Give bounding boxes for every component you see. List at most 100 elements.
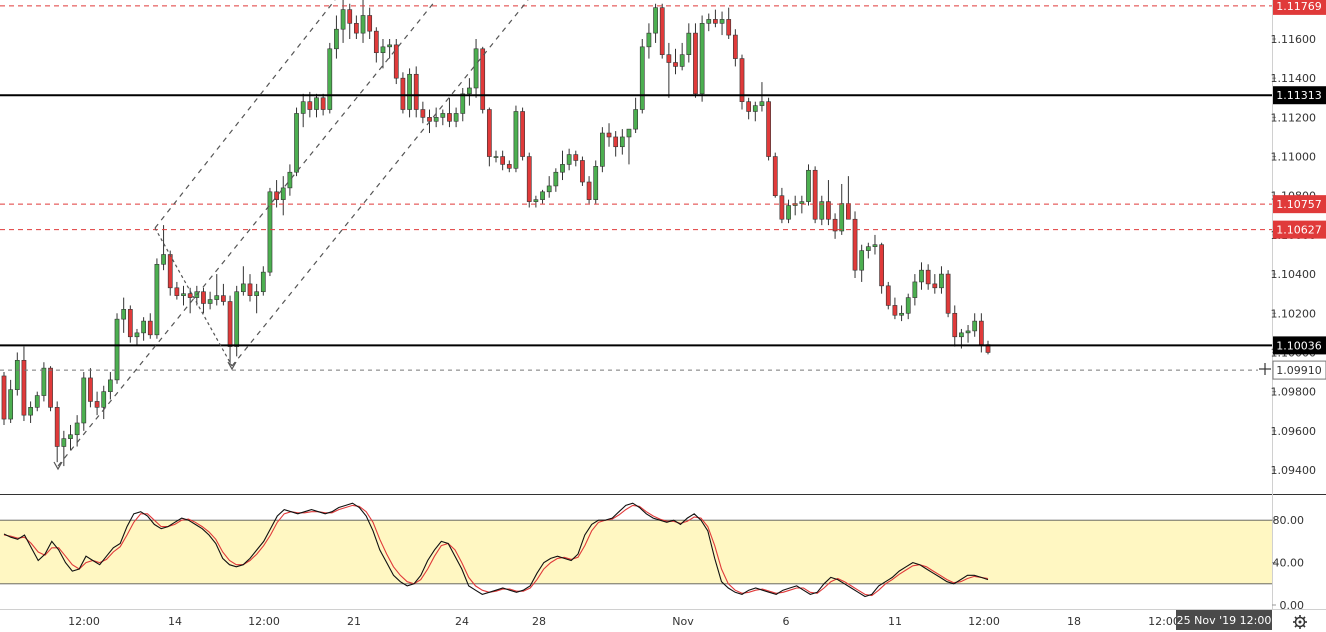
- candle[interactable]: [972, 313, 978, 337]
- candle[interactable]: [48, 366, 53, 412]
- candle[interactable]: [134, 328, 140, 345]
- candle[interactable]: [340, 0, 346, 43]
- candle[interactable]: [812, 166, 818, 224]
- candle[interactable]: [174, 281, 180, 300]
- candle[interactable]: [486, 107, 492, 167]
- candle[interactable]: [334, 15, 339, 59]
- candle[interactable]: [925, 264, 931, 290]
- candle[interactable]: [480, 46, 486, 114]
- candle[interactable]: [214, 274, 220, 306]
- candle[interactable]: [520, 107, 525, 161]
- candle[interactable]: [240, 266, 246, 296]
- candle[interactable]: [413, 66, 419, 118]
- candle[interactable]: [274, 180, 279, 208]
- candle[interactable]: [865, 242, 871, 259]
- candle[interactable]: [905, 293, 911, 320]
- candle[interactable]: [526, 152, 532, 208]
- candle[interactable]: [846, 176, 851, 220]
- candle[interactable]: [433, 107, 439, 128]
- candle[interactable]: [453, 107, 459, 128]
- candle[interactable]: [693, 23, 698, 98]
- candle[interactable]: [327, 42, 333, 114]
- candle[interactable]: [347, 3, 353, 39]
- candle[interactable]: [280, 176, 286, 216]
- candle[interactable]: [500, 150, 506, 171]
- candle[interactable]: [606, 123, 612, 147]
- candle[interactable]: [147, 313, 153, 339]
- price-pane[interactable]: [0, 0, 1272, 471]
- candle[interactable]: [400, 72, 406, 114]
- candle[interactable]: [108, 372, 113, 400]
- candle[interactable]: [580, 156, 585, 186]
- candle[interactable]: [978, 313, 984, 353]
- candle[interactable]: [600, 127, 605, 173]
- candle[interactable]: [786, 199, 791, 224]
- candle[interactable]: [819, 195, 825, 226]
- candle[interactable]: [899, 305, 904, 322]
- channel-line[interactable]: [154, 0, 336, 229]
- candle[interactable]: [360, 0, 366, 43]
- price-axis[interactable]: 1.116001.114001.112001.110001.108001.106…: [1271, 0, 1326, 477]
- candle[interactable]: [407, 68, 412, 118]
- candle[interactable]: [314, 93, 319, 118]
- candle[interactable]: [260, 266, 266, 296]
- candle[interactable]: [759, 82, 765, 112]
- candle[interactable]: [939, 266, 944, 294]
- candle[interactable]: [673, 48, 678, 75]
- candle[interactable]: [832, 213, 838, 239]
- candle[interactable]: [473, 39, 479, 98]
- candle[interactable]: [792, 195, 798, 216]
- time-axis[interactable]: 12:00 14 12:00 21 24 28 Nov 6 11 12:00 18 12:00: [68, 615, 1180, 628]
- candle[interactable]: [985, 340, 991, 355]
- candle[interactable]: [167, 250, 173, 296]
- candle[interactable]: [639, 39, 645, 114]
- candle[interactable]: [919, 262, 924, 290]
- candle[interactable]: [653, 3, 658, 43]
- candle[interactable]: [839, 183, 845, 235]
- candle[interactable]: [613, 131, 619, 157]
- candle[interactable]: [719, 11, 725, 36]
- candle[interactable]: [679, 42, 685, 71]
- candle[interactable]: [732, 29, 738, 67]
- candle[interactable]: [912, 274, 918, 306]
- candle[interactable]: [540, 189, 545, 204]
- candle[interactable]: [68, 424, 73, 451]
- candle[interactable]: [121, 297, 127, 333]
- candle[interactable]: [287, 164, 293, 196]
- candle[interactable]: [739, 54, 745, 110]
- candle[interactable]: [21, 346, 27, 422]
- candle[interactable]: [367, 7, 373, 39]
- candle[interactable]: [493, 150, 499, 163]
- candle[interactable]: [872, 234, 878, 255]
- candle[interactable]: [221, 283, 226, 306]
- channel-line[interactable]: [231, 0, 529, 367]
- candle[interactable]: [699, 15, 705, 102]
- candle[interactable]: [932, 274, 938, 294]
- candle[interactable]: [1, 372, 7, 425]
- candle[interactable]: [533, 195, 539, 208]
- candle[interactable]: [566, 148, 572, 171]
- candle[interactable]: [752, 101, 758, 122]
- candle[interactable]: [61, 430, 67, 467]
- candle[interactable]: [320, 93, 326, 116]
- candle[interactable]: [141, 317, 146, 341]
- candle[interactable]: [772, 152, 778, 198]
- candle[interactable]: [659, 3, 665, 59]
- candle[interactable]: [447, 97, 452, 128]
- candle[interactable]: [54, 401, 60, 463]
- candle[interactable]: [267, 187, 273, 277]
- candle[interactable]: [593, 160, 599, 204]
- candle[interactable]: [161, 225, 166, 271]
- candle[interactable]: [8, 379, 14, 423]
- oscillator-axis[interactable]: 80.00 40.00 0.00: [1272, 514, 1304, 612]
- candle[interactable]: [393, 39, 399, 85]
- candle[interactable]: [181, 285, 186, 306]
- candle[interactable]: [706, 13, 712, 32]
- candle[interactable]: [826, 180, 831, 226]
- candle[interactable]: [619, 129, 625, 155]
- candle[interactable]: [573, 150, 579, 167]
- candle[interactable]: [201, 287, 206, 314]
- candle[interactable]: [154, 258, 160, 339]
- candle[interactable]: [460, 87, 466, 122]
- candle[interactable]: [560, 150, 565, 181]
